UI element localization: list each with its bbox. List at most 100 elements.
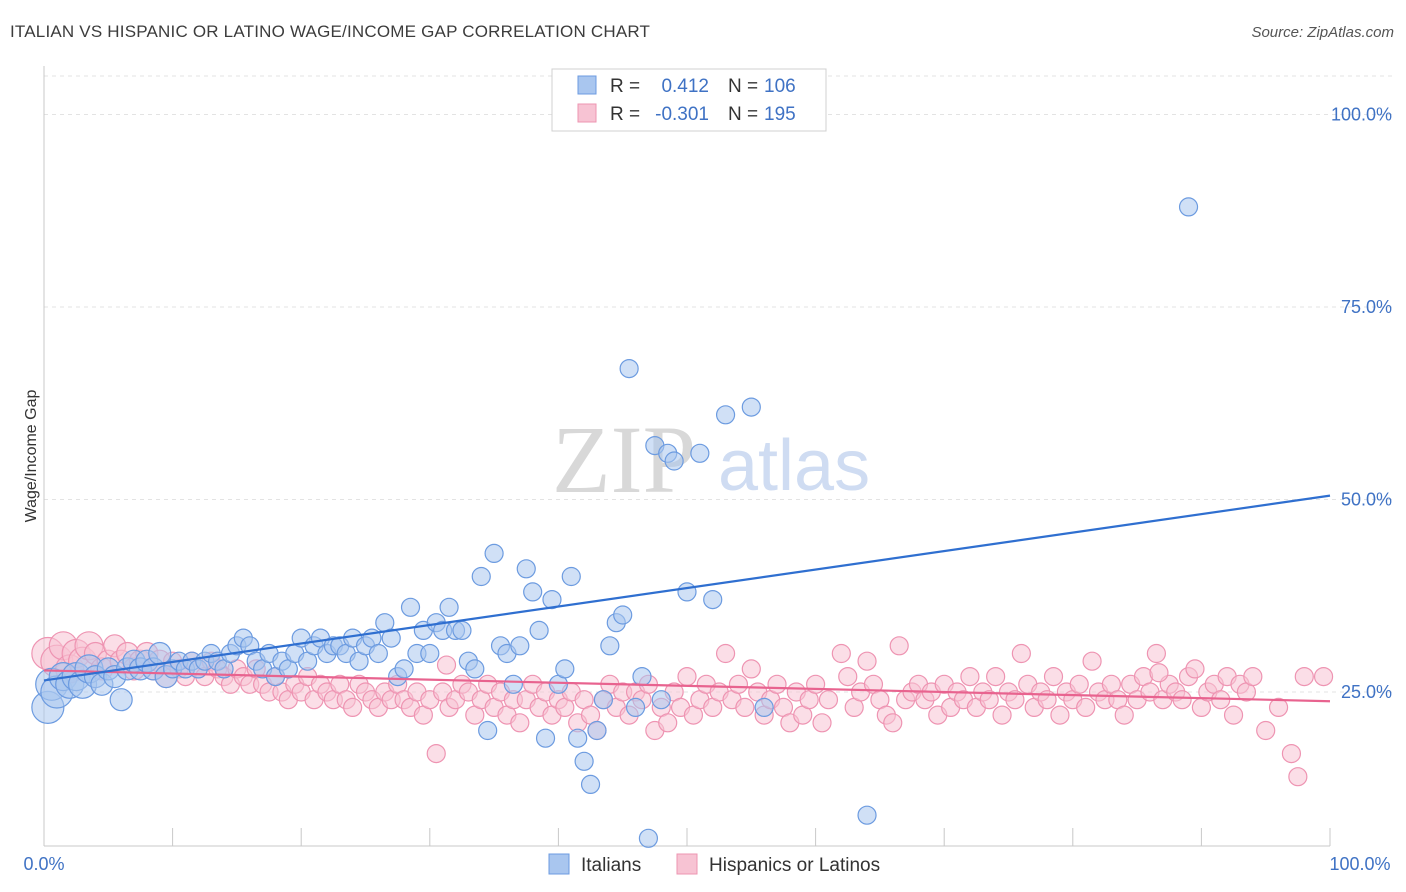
italians-point-104 <box>754 697 774 718</box>
italians-point-102 <box>715 405 736 425</box>
hispanic-point-120 <box>812 713 832 733</box>
italians-point-106 <box>1178 197 1199 217</box>
hispanic-point-119 <box>805 674 826 694</box>
italians-point-78 <box>535 728 556 748</box>
hispanic-point-73 <box>510 713 530 733</box>
italians-point-74 <box>510 636 530 656</box>
hispanic-point-166 <box>1114 705 1134 725</box>
bottom-legend-label-italians: Italians <box>581 855 641 876</box>
hispanic-point-177 <box>1185 659 1205 679</box>
bottom-legend-label-hispanic: Hispanics or Latinos <box>709 855 880 876</box>
hispanic-point-193 <box>1149 663 1169 683</box>
x-tick-labels: 0.0% 100.0% <box>23 854 1390 874</box>
italians-point-52 <box>368 643 388 664</box>
hispanic-point-159 <box>1069 674 1089 694</box>
y-axis-label: Wage/Income Gap <box>23 390 40 523</box>
italians-point-96 <box>651 690 671 710</box>
hispanic-point-105 <box>715 643 736 664</box>
italians-point-83 <box>568 728 588 748</box>
legend-r-value-italians: 0.412 <box>661 76 709 97</box>
legend-swatch-italians <box>577 75 597 95</box>
hispanic-point-156 <box>1050 705 1070 725</box>
hispanic-point-47 <box>343 697 363 718</box>
italians-point-99 <box>677 582 697 602</box>
hispanic-point-60 <box>426 743 446 764</box>
y-tick-labels: 25.0% 50.0% 75.0% 100.0% <box>1331 105 1392 703</box>
italians-point-56 <box>394 659 414 679</box>
hispanic-point-147 <box>992 705 1012 725</box>
italians-point-86 <box>587 720 607 741</box>
hispanic-point-186 <box>1243 666 1263 687</box>
italians-point-12 <box>109 688 133 712</box>
italians-point-85 <box>580 774 601 795</box>
legend-swatch-hispanic <box>577 103 597 123</box>
y-tick-label-1: 50.0% <box>1341 490 1392 510</box>
hispanic-point-187 <box>1256 720 1276 741</box>
hispanic-point-121 <box>818 690 839 710</box>
hispanic-point-109 <box>741 659 761 679</box>
italians-point-93 <box>632 666 652 687</box>
trend-line-hispanic <box>43 669 1331 703</box>
italians-point-69 <box>478 720 498 741</box>
hispanic-point-99 <box>677 666 697 687</box>
italians-point-77 <box>529 620 549 641</box>
italians-point-67 <box>465 659 485 679</box>
hispanic-point-171 <box>1146 643 1166 664</box>
italians-point-98 <box>664 451 684 471</box>
italians-point-57 <box>400 597 421 617</box>
hispanic-point-150 <box>1011 643 1031 664</box>
italians-point-82 <box>561 566 581 587</box>
x-tick-label-1: 100.0% <box>1329 854 1390 874</box>
hispanic-point-108 <box>735 697 755 718</box>
hispanic-point-175 <box>1172 690 1192 710</box>
hispanic-point-155 <box>1043 666 1064 687</box>
correlation-legend: R = 0.412 N = 106 R = -0.301 N = 195 <box>551 68 827 132</box>
italians-point-91 <box>619 359 639 379</box>
trend-lines <box>43 494 1331 703</box>
legend-r-value-hispanic: -0.301 <box>655 104 709 125</box>
hispanic-point-188 <box>1268 697 1289 718</box>
hispanic-point-146 <box>986 666 1006 687</box>
hispanic-point-149 <box>1005 690 1025 710</box>
italians-point-65 <box>452 620 472 641</box>
legend-r-label-italians: R = <box>610 76 640 97</box>
italians-point-92 <box>625 697 646 718</box>
italians-point-84 <box>574 751 594 771</box>
legend-n-value-italians: 106 <box>764 76 796 97</box>
y-tick-label-0: 25.0% <box>1341 682 1392 702</box>
italians-point-103 <box>741 397 761 417</box>
series-italians-points <box>31 197 1199 848</box>
hispanic-point-190 <box>1288 767 1308 787</box>
hispanic-point-189 <box>1281 743 1302 764</box>
italians-point-54 <box>381 628 401 648</box>
hispanic-point-160 <box>1076 697 1096 718</box>
italians-point-101 <box>703 589 723 610</box>
hispanic-point-145 <box>979 690 999 710</box>
chart-title: ITALIAN VS HISPANIC OR LATINO WAGE/INCOM… <box>10 22 651 41</box>
italians-point-90 <box>613 605 633 625</box>
hispanic-point-192 <box>1313 666 1334 687</box>
legend-n-label-italians: N = <box>728 76 758 97</box>
hispanic-point-142 <box>960 666 980 687</box>
bottom-legend-swatch-italians <box>548 853 570 875</box>
hispanic-point-130 <box>883 713 903 733</box>
legend-r-label-hispanic: R = <box>610 104 640 125</box>
y-tick-label-2: 75.0% <box>1341 297 1392 317</box>
hispanic-point-107 <box>728 674 749 694</box>
italians-point-63 <box>439 597 459 617</box>
italians-point-105 <box>857 805 877 825</box>
italians-point-60 <box>420 643 440 664</box>
hispanic-point-113 <box>767 674 787 694</box>
hispanic-point-191 <box>1294 666 1314 687</box>
italians-point-73 <box>503 674 523 694</box>
italians-point-70 <box>484 543 504 564</box>
legend-n-value-hispanic: 195 <box>764 104 796 125</box>
hispanic-point-194 <box>436 655 457 675</box>
watermark-atlas: atlas <box>718 426 870 506</box>
italians-point-81 <box>555 659 575 679</box>
trend-line-italians <box>43 494 1331 682</box>
x-tick-label-0: 0.0% <box>23 854 64 874</box>
italians-point-87 <box>593 690 614 710</box>
hispanic-point-131 <box>889 636 909 656</box>
